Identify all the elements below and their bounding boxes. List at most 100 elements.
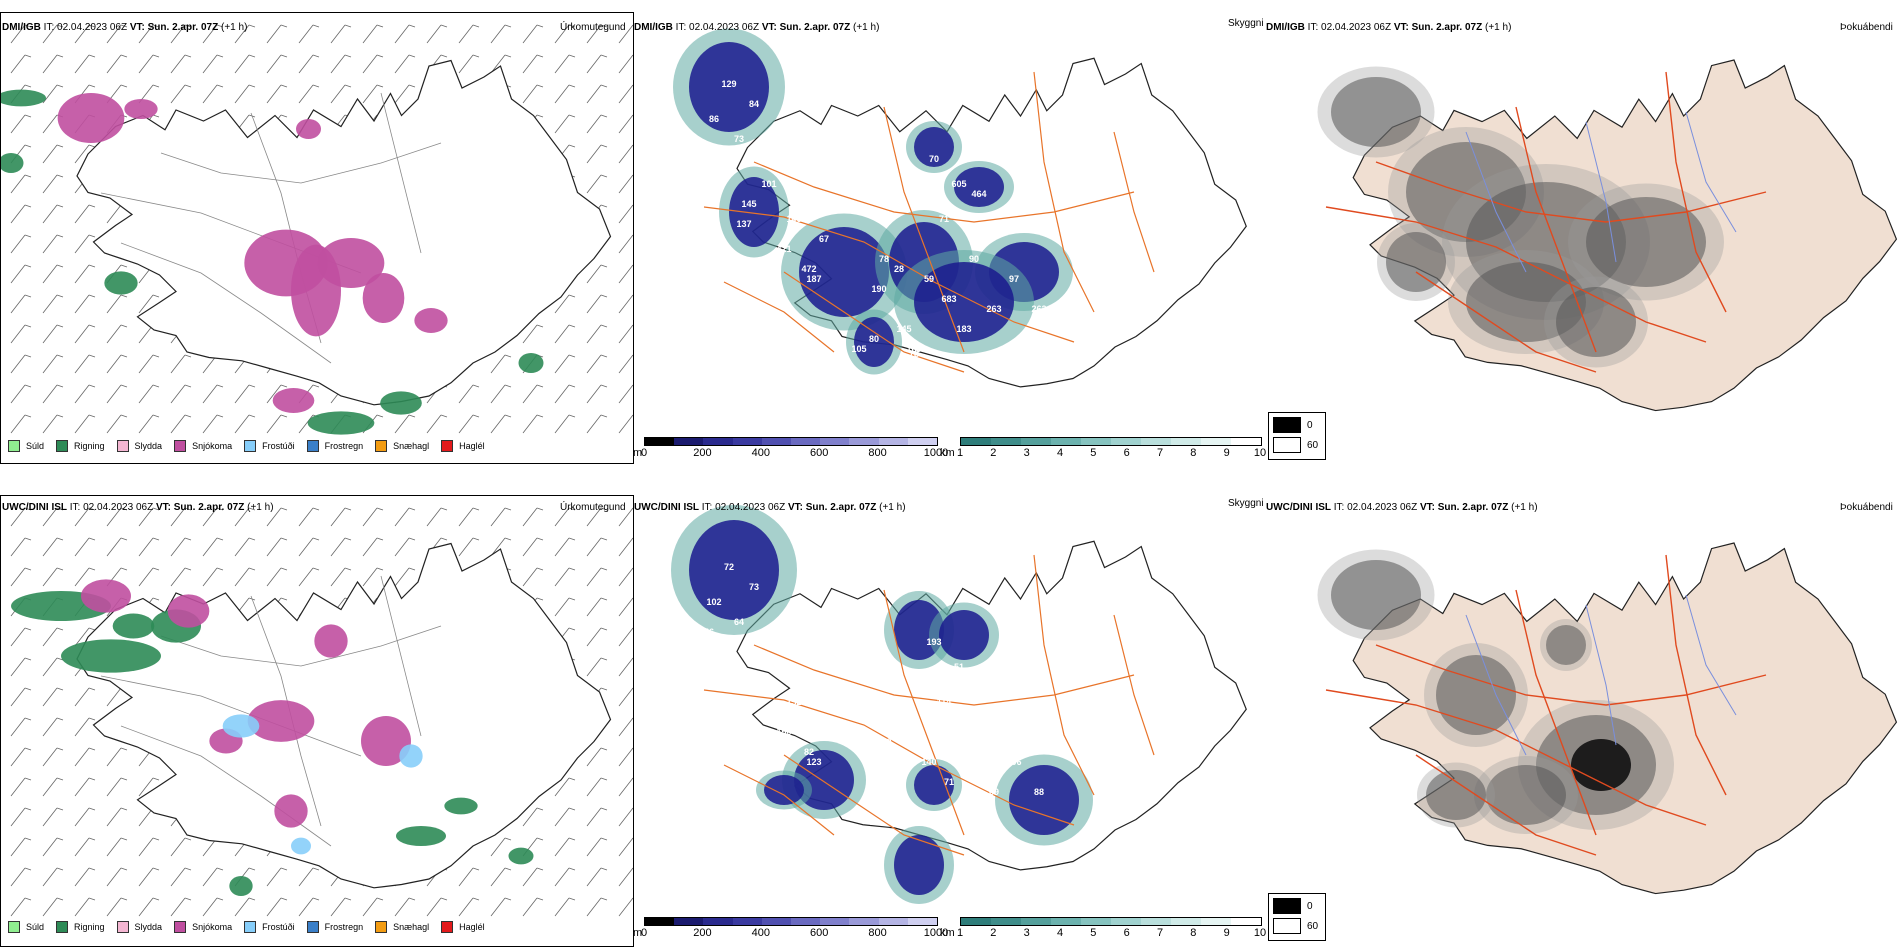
fog-legend-label: 0 [1307,419,1313,431]
tick-label: 3 [1023,447,1030,459]
vis-ticks-bottom: 1 2 3 4 5 6 7 8 9 10 [956,927,1266,941]
precip-title-top: Úrkomutegund [560,22,626,33]
tick-label: 2 [990,447,997,459]
vis-value-label: 150 [776,727,791,737]
fog-map-bottom [1317,542,1898,895]
vis-value-label: 28 [894,264,904,274]
colorbar-segment [961,438,991,445]
colorbar-segment [791,918,821,925]
colorbar-segment [907,918,938,925]
vis-value-label: 229 [876,737,891,747]
tick-label: 0 [640,927,648,939]
fog-legend-item: 0 [1273,898,1313,914]
unit-label: m [633,447,643,459]
vt-value: Sun. 2.apr. 07Z [805,502,877,513]
legend-swatch [375,440,388,452]
fog-legend-swatch [1273,918,1301,934]
colorbar-segment [878,918,908,925]
tick-label: 7 [1156,927,1164,939]
legend-label: Snjókoma [192,441,233,451]
fog-legend-swatch [1273,417,1301,433]
fog-legend-label: 60 [1307,920,1319,932]
colorbar-segment [674,438,704,445]
legend-item: Snjókoma [174,921,232,933]
vis-value-label: 183 [956,324,971,334]
precip-panel-bottom [0,495,634,947]
vis-value-label: 93 [994,424,1004,434]
legend-item: Snæhagl [375,440,429,452]
it-value: 02.04.2023 06Z [689,22,760,33]
tick-label: 1000 [923,927,949,939]
legend-label: Frostregn [324,922,364,932]
vis-value-label: 39 [764,662,774,672]
vis-value-label: 123 [806,757,821,767]
fog-title-top: Þokuábendi [1840,22,1893,33]
model-name: UWC/DINI ISL [634,502,699,513]
vis-value-label: 421 [776,244,791,254]
vis-colorbar-top [960,437,1262,446]
colorbar-segment [1111,918,1141,925]
tick-label: 1 [956,447,964,459]
legend-swatch [244,440,257,452]
vis-value-label: 464 [971,189,986,199]
legend-swatch [306,440,319,452]
it-label: IT: [43,22,55,33]
vis-value-label: 22 [989,229,999,239]
visibility-map-top: 129 84 86 73 94 110 143 101 145 146 137 67 421 472187… [673,28,1247,434]
it-value: 02.04.2023 06Z [83,502,154,513]
visibility-panel-bottom: 72 73 102 64 46 57 79 39 59 152 238 154 150 82 123 193 5… [634,495,1264,945]
legend-label: Snæhagl [393,441,430,451]
tick-label: 200 [693,447,712,459]
tick-label: 1 [956,927,964,939]
ceiling-ticks-bottom: 0 200 400 600 800 1000 [640,927,948,941]
legend-item: Haglél [441,921,485,933]
tick-label: 2 [990,927,997,939]
vis-colorbar-bottom [960,917,1262,926]
tick-label: 800 [868,927,887,939]
header-top-fog: DMI/IGB IT: 02.04.2023 06Z VT: Sun. 2.ap… [1266,22,1511,33]
legend-label: Frostúði [262,441,295,451]
vis-value-label: 139 [926,374,941,384]
vis-value-label: 145 [741,199,756,209]
lead-time: (+1 h) [853,22,880,33]
vis-value-label: 79 [699,647,709,657]
tick-label: 9 [1223,927,1230,939]
fog-legend-item: 60 [1273,437,1318,453]
vis-value-label: 187 [806,274,821,284]
vis-value-label: 110 [757,154,772,164]
vis-value-label: 241 [966,737,981,747]
vis-value-label: 101 [761,179,776,189]
legend-label: Slydda [134,441,163,451]
vis-value-label: 71 [944,777,954,787]
lead-time: (+1 h) [221,22,248,33]
colorbar-segment [732,438,762,445]
vis-value-label: 146 [786,214,801,224]
tick-label: 400 [751,927,770,939]
vis-value-label: 97 [1009,274,1019,284]
vis-value-label: 86 [709,114,719,124]
vt-label: VT: [129,22,145,33]
colorbar-segment [703,918,733,925]
vt-label: VT: [761,22,777,33]
vis-value-label: 58 [994,369,1004,379]
it-value: 02.04.2023 06Z [1321,22,1392,33]
tick-label: 400 [751,447,770,459]
tick-label: 10 [1253,447,1267,459]
tick-label: 0 [640,447,648,459]
legend-swatch [441,921,454,933]
vis-value-label: 143 [696,164,711,174]
vt-label: VT: [1393,22,1409,33]
legend-item: Slydda [116,921,162,933]
vis-value-label: 262 [1031,304,1046,314]
model-name: DMI/IGB [1266,22,1305,33]
tick-label: 600 [810,927,829,939]
fog-panel-bottom [1266,495,1900,945]
vis-value-label: 88 [974,672,984,682]
colorbar-segment [991,438,1021,445]
vis-value-label: 169 [906,344,921,354]
legend-swatch [116,440,129,452]
visibility-panel-top: 129 84 86 73 94 110 143 101 145 146 137 67 421 472 187… [634,12,1264,462]
colorbar-segment [674,918,704,925]
vis-title-top: Skyggni [1228,18,1264,29]
legend-swatch [174,440,187,452]
